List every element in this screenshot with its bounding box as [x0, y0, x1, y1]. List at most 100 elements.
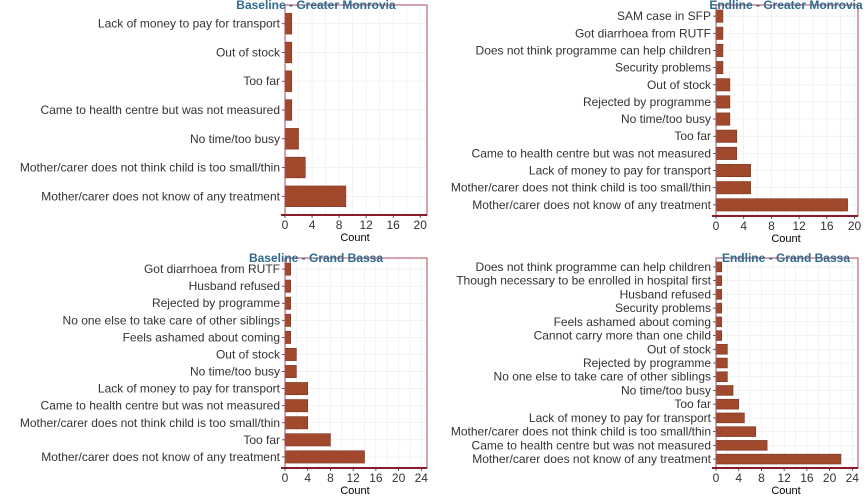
- baseline-grand-bassa-category-label: Lack of money to pay for transport: [98, 382, 281, 396]
- endline-grand-bassa-bar: [715, 344, 728, 355]
- endline-grand-bassa-category-label: Security problems: [615, 301, 711, 315]
- baseline-grand-bassa-x-tick-label: 0: [282, 471, 289, 485]
- endline-greater-monrovia-bar: [715, 78, 731, 92]
- endline-grand-bassa-bar: [715, 440, 768, 451]
- endline-greater-monrovia-bar: [715, 26, 724, 40]
- endline-grand-bassa-bar: [715, 385, 734, 396]
- endline-grand-bassa-title: Endline - Grand Bassa: [722, 251, 850, 265]
- baseline-grand-bassa-bar: [284, 313, 291, 327]
- endline-greater-monrovia-bar: [715, 181, 751, 195]
- baseline-greater-monrovia-category-label: Too far: [243, 74, 280, 88]
- endline-grand-bassa-bar: [715, 302, 722, 314]
- baseline-grand-bassa-bar: [284, 450, 365, 464]
- endline-greater-monrovia-bar: [715, 146, 738, 160]
- endline-greater-monrovia-bar: [715, 112, 731, 126]
- baseline-greater-monrovia-x-tick-label: 20: [414, 218, 428, 232]
- endline-grand-bassa-bar: [715, 453, 842, 465]
- endline-greater-monrovia-category-label: SAM case in SFP: [617, 9, 711, 23]
- baseline-grand-bassa-bar: [284, 382, 309, 396]
- baseline-grand-bassa-x-tick-label: 4: [304, 471, 311, 485]
- endline-grand-bassa-x-tick-label: 16: [800, 471, 814, 485]
- endline-grand-bassa-x-axis-title: Count: [771, 485, 800, 497]
- baseline-grand-bassa-bar: [284, 330, 291, 344]
- baseline-grand-bassa-category-label: Got diarrhoea from RUTF: [144, 262, 280, 276]
- endline-greater-monrovia-category-label: Security problems: [615, 61, 711, 75]
- endline-greater-monrovia-category-label: Got diarrhoea from RUTF: [575, 26, 711, 40]
- endline-greater-monrovia-category-label: Rejected by programme: [583, 95, 711, 109]
- endline-greater-monrovia-category-label: Mother/carer does not know of any treatm…: [472, 198, 711, 212]
- endline-greater-monrovia-category-label: No time/too busy: [621, 112, 711, 126]
- endline-greater-monrovia-category-label: Out of stock: [647, 78, 712, 92]
- baseline-grand-bassa-x-axis-title: Count: [340, 485, 369, 497]
- endline-grand-bassa-x-tick-label: 12: [777, 471, 791, 485]
- endline-greater-monrovia-x-tick-label: 4: [740, 219, 747, 233]
- endline-grand-bassa-category-label: Mother/carer does not know of any treatm…: [472, 452, 711, 466]
- baseline-grand-bassa-category-label: Feels ashamed about coming: [123, 330, 280, 344]
- endline-greater-monrovia-category-label: Too far: [674, 129, 711, 143]
- baseline-greater-monrovia-bar: [284, 185, 347, 207]
- endline-greater-monrovia-x-tick-label: 8: [768, 219, 775, 233]
- endline-grand-bassa-bar: [715, 357, 728, 369]
- baseline-grand-bassa-category-label: Rejected by programme: [152, 296, 280, 310]
- endline-grand-bassa-category-label: No time/too busy: [621, 383, 711, 397]
- endline-greater-monrovia-bar: [715, 198, 848, 212]
- endline-grand-bassa-category-label: Out of stock: [647, 342, 712, 356]
- baseline-greater-monrovia-x-tick-label: 16: [387, 218, 401, 232]
- endline-greater-monrovia-x-tick-label: 0: [713, 219, 720, 233]
- endline-grand-bassa-category-label: No one else to take care of other siblin…: [494, 370, 711, 384]
- endline-grand-bassa-category-label: Though necessary to be enrolled in hospi…: [456, 274, 711, 288]
- baseline-greater-monrovia-category-label: Lack of money to pay for transport: [98, 17, 281, 31]
- baseline-greater-monrovia-title: Baseline - Greater Monrovia: [236, 0, 396, 12]
- endline-greater-monrovia-title: Endline - Greater Monrovia: [709, 0, 863, 12]
- endline-greater-monrovia-category-label: Does not think programme can help childr…: [476, 43, 711, 57]
- endline-greater-monrovia-x-tick-label: 20: [848, 219, 862, 233]
- endline-greater-monrovia-x-axis-title: Count: [771, 233, 800, 245]
- baseline-grand-bassa-category-label: Out of stock: [216, 347, 281, 361]
- endline-grand-bassa-category-label: Rejected by programme: [583, 356, 711, 370]
- baseline-grand-bassa-category-label: Husband refused: [189, 279, 280, 293]
- endline-grand-bassa-category-label: Does not think programme can help childr…: [476, 260, 711, 274]
- baseline-grand-bassa-bar: [284, 348, 297, 361]
- endline-greater-monrovia-category-label: Mother/carer does not think child is too…: [451, 181, 711, 195]
- baseline-greater-monrovia-x-tick-label: 12: [359, 218, 373, 232]
- endline-greater-monrovia-x-tick-label: 16: [820, 219, 834, 233]
- baseline-grand-bassa-x-tick-label: 8: [327, 471, 334, 485]
- baseline-grand-bassa-bar: [284, 279, 291, 293]
- baseline-greater-monrovia-category-label: Out of stock: [216, 45, 281, 59]
- baseline-greater-monrovia-bar: [284, 99, 293, 121]
- endline-greater-monrovia-bar: [715, 129, 738, 143]
- endline-grand-bassa-category-label: Came to health centre but was not measur…: [472, 438, 711, 452]
- baseline-grand-bassa-title: Baseline - Grand Bassa: [249, 251, 383, 265]
- baseline-grand-bassa-bar: [284, 433, 331, 447]
- baseline-greater-monrovia-category-label: Came to health centre but was not measur…: [41, 103, 280, 117]
- baseline-grand-bassa-x-tick-label: 24: [415, 471, 429, 485]
- endline-grand-bassa-category-label: Feels ashamed about coming: [554, 315, 711, 329]
- baseline-grand-bassa-category-label: Too far: [243, 433, 280, 447]
- endline-grand-bassa-bar: [715, 289, 722, 300]
- baseline-greater-monrovia-x-tick-label: 8: [336, 218, 343, 232]
- endline-greater-monrovia-category-label: Lack of money to pay for transport: [529, 164, 712, 178]
- endline-greater-monrovia-bar: [715, 164, 751, 178]
- baseline-grand-bassa-category-label: Mother/carer does not think child is too…: [20, 416, 280, 430]
- baseline-grand-bassa-x-tick-label: 20: [392, 471, 406, 485]
- endline-greater-monrovia-bar: [715, 95, 731, 109]
- endline-grand-bassa-category-label: Lack of money to pay for transport: [529, 411, 712, 425]
- endline-greater-monrovia-x-tick-label: 12: [792, 219, 806, 233]
- endline-grand-bassa-x-tick-label: 0: [713, 471, 720, 485]
- baseline-greater-monrovia-category-label: Mother/carer does not think child is too…: [20, 161, 280, 175]
- endline-grand-bassa-x-tick-label: 24: [846, 471, 860, 485]
- baseline-greater-monrovia-bar: [284, 70, 293, 92]
- baseline-greater-monrovia-bar: [284, 13, 293, 35]
- baseline-grand-bassa-bar: [284, 365, 297, 378]
- baseline-greater-monrovia-bar: [284, 41, 293, 64]
- baseline-greater-monrovia-bar: [284, 128, 299, 150]
- baseline-greater-monrovia-x-tick-label: 4: [309, 218, 316, 232]
- baseline-grand-bassa-bar: [284, 296, 291, 310]
- baseline-grand-bassa-category-label: No one else to take care of other siblin…: [63, 313, 280, 327]
- endline-grand-bassa-category-label: Too far: [674, 397, 711, 411]
- baseline-grand-bassa-bar: [284, 416, 309, 430]
- endline-greater-monrovia-bar: [715, 61, 724, 75]
- baseline-grand-bassa-category-label: Came to health centre but was not measur…: [41, 399, 280, 413]
- endline-grand-bassa-category-label: Husband refused: [620, 287, 711, 301]
